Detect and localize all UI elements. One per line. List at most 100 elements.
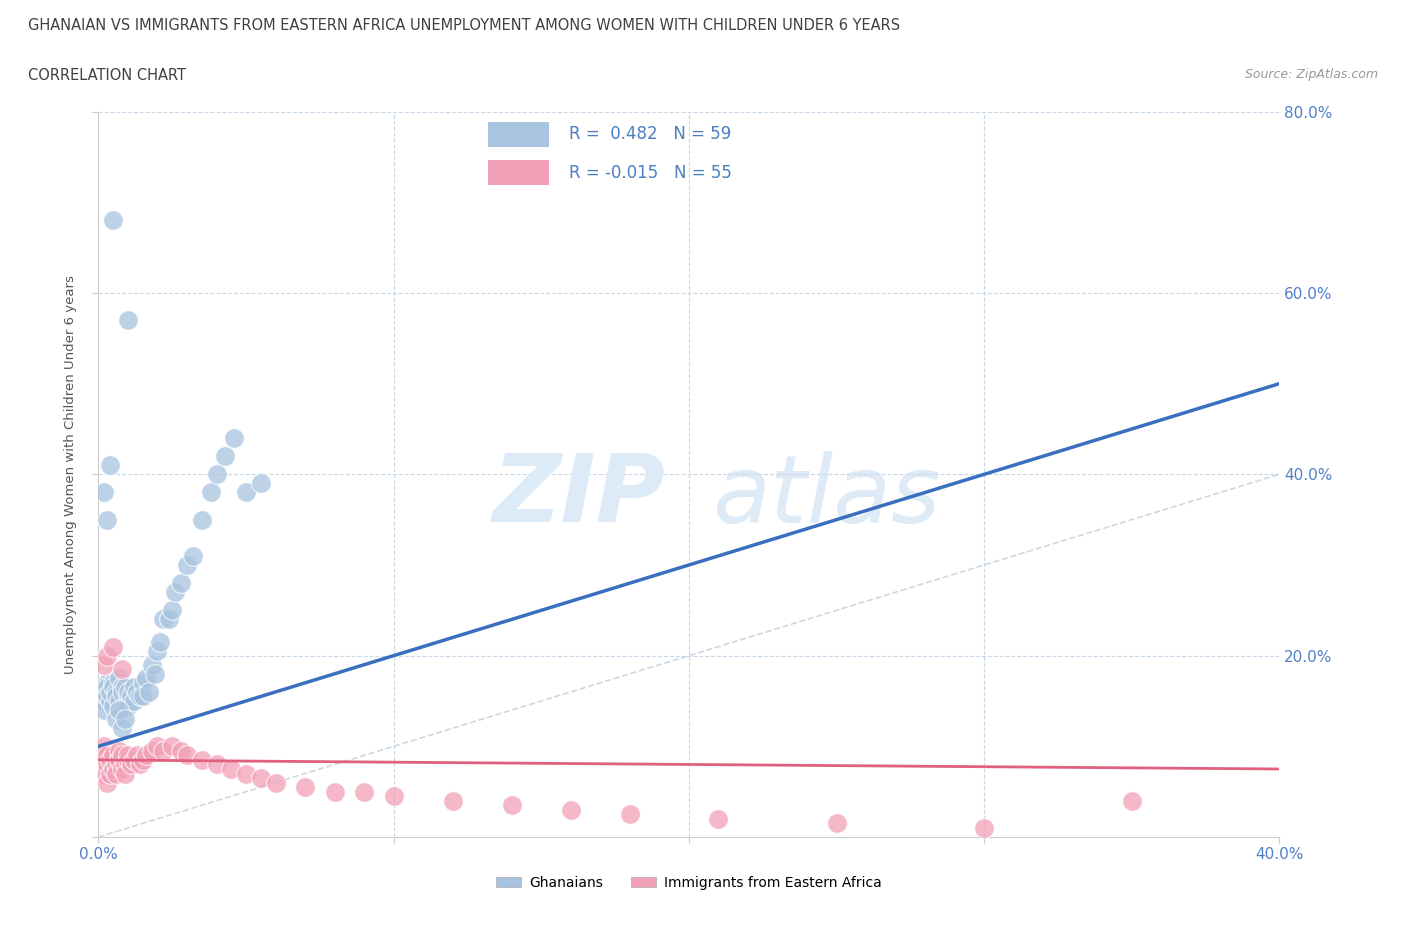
Text: CORRELATION CHART: CORRELATION CHART xyxy=(28,68,186,83)
Point xyxy=(111,703,134,718)
Text: Source: ZipAtlas.com: Source: ZipAtlas.com xyxy=(1244,68,1378,81)
Point xyxy=(108,703,131,718)
Point xyxy=(152,612,174,627)
Point xyxy=(98,694,121,709)
Point xyxy=(176,748,198,763)
Point xyxy=(165,585,187,600)
Point xyxy=(141,743,163,758)
Point xyxy=(181,549,204,564)
Bar xyxy=(488,122,548,147)
Point xyxy=(108,694,131,709)
Point xyxy=(90,684,112,699)
Point xyxy=(96,689,118,704)
Point xyxy=(152,743,174,758)
Point xyxy=(105,711,128,726)
Point xyxy=(146,738,169,753)
Point xyxy=(105,684,128,699)
Point xyxy=(117,698,139,713)
Point xyxy=(149,634,172,649)
Point xyxy=(162,738,183,753)
Point xyxy=(114,698,136,713)
Point xyxy=(205,467,228,482)
Point xyxy=(157,612,180,627)
Point xyxy=(128,689,150,704)
Text: R =  0.482   N = 59: R = 0.482 N = 59 xyxy=(569,126,731,143)
Point xyxy=(96,757,118,772)
Point xyxy=(108,743,131,758)
Point xyxy=(96,748,118,763)
Point xyxy=(170,576,193,591)
Point xyxy=(707,811,730,827)
Point xyxy=(93,766,115,781)
Point xyxy=(135,671,157,685)
Point xyxy=(294,779,316,794)
Point xyxy=(117,689,139,704)
Point xyxy=(122,694,145,709)
Point xyxy=(108,752,131,767)
Text: GHANAIAN VS IMMIGRANTS FROM EASTERN AFRICA UNEMPLOYMENT AMONG WOMEN WITH CHILDRE: GHANAIAN VS IMMIGRANTS FROM EASTERN AFRI… xyxy=(28,18,900,33)
Point xyxy=(323,784,346,799)
Point xyxy=(96,776,118,790)
Point xyxy=(176,558,198,573)
Point xyxy=(264,776,287,790)
Point xyxy=(93,485,115,500)
Point xyxy=(235,485,257,500)
Point xyxy=(111,721,134,736)
Point xyxy=(441,793,464,808)
Point xyxy=(93,703,115,718)
Point xyxy=(98,684,121,699)
Point xyxy=(98,766,121,781)
Point xyxy=(191,752,214,767)
Y-axis label: Unemployment Among Women with Children Under 6 years: Unemployment Among Women with Children U… xyxy=(63,275,77,673)
Point xyxy=(96,680,118,695)
Point xyxy=(90,757,112,772)
Point xyxy=(122,680,145,695)
Point xyxy=(93,694,115,709)
Point xyxy=(235,766,257,781)
Point xyxy=(619,807,641,822)
Point xyxy=(219,762,242,777)
Point xyxy=(143,666,166,681)
Point xyxy=(214,449,236,464)
Text: ZIP: ZIP xyxy=(492,450,665,542)
Point xyxy=(98,458,121,472)
Point xyxy=(200,485,222,500)
Point xyxy=(103,748,125,763)
Legend: Ghanaians, Immigrants from Eastern Africa: Ghanaians, Immigrants from Eastern Afric… xyxy=(491,870,887,896)
Point xyxy=(382,789,405,804)
Point xyxy=(170,743,193,758)
Point xyxy=(98,752,121,767)
Point xyxy=(125,748,148,763)
Point xyxy=(108,671,131,685)
Point xyxy=(132,752,155,767)
Point xyxy=(250,771,273,786)
Point xyxy=(224,431,246,445)
Point xyxy=(111,680,134,695)
Point xyxy=(105,689,128,704)
Point xyxy=(560,803,582,817)
Point xyxy=(205,757,228,772)
Point xyxy=(103,675,125,690)
Text: R = -0.015   N = 55: R = -0.015 N = 55 xyxy=(569,164,733,181)
Point xyxy=(141,658,163,672)
Point xyxy=(162,603,183,618)
Point xyxy=(146,644,169,658)
Point xyxy=(96,648,118,663)
Point xyxy=(103,698,125,713)
Point xyxy=(125,684,148,699)
Point xyxy=(122,752,145,767)
Point xyxy=(103,680,125,695)
Point xyxy=(96,675,118,690)
Point xyxy=(90,748,112,763)
Point xyxy=(132,689,155,704)
Point xyxy=(96,512,118,527)
Point xyxy=(128,757,150,772)
Point xyxy=(135,748,157,763)
Point xyxy=(114,711,136,726)
Point xyxy=(825,816,848,830)
Point xyxy=(117,312,139,327)
Point xyxy=(103,213,125,228)
Point xyxy=(111,684,134,699)
Point xyxy=(120,689,142,704)
Bar xyxy=(488,160,548,185)
